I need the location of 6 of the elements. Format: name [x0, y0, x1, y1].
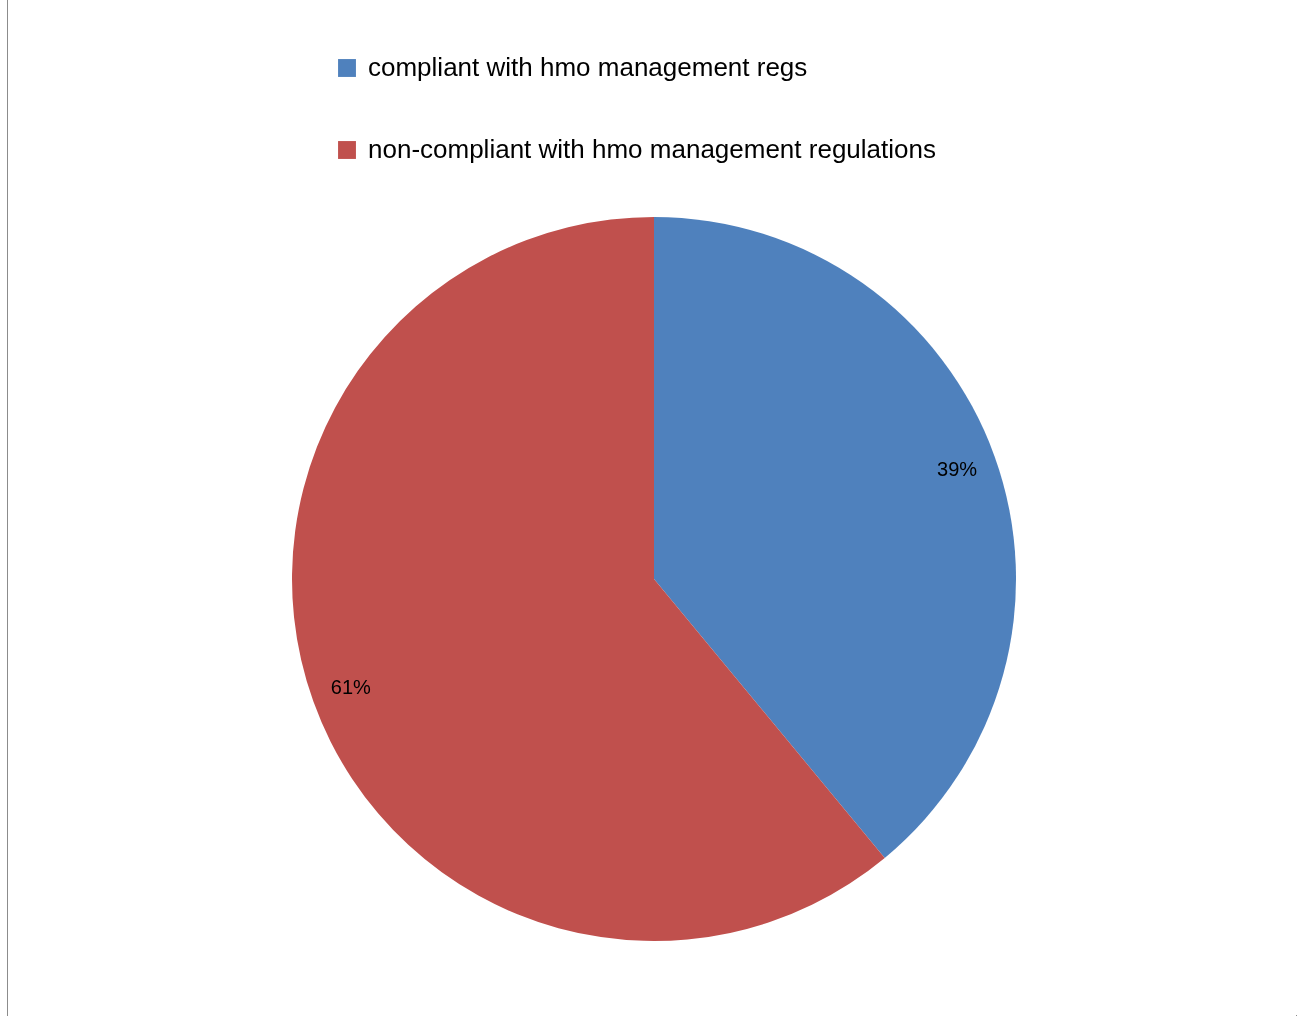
- legend-label: non-compliant with hmo management regulations: [368, 134, 936, 164]
- legend-label: compliant with hmo management regs: [368, 52, 808, 82]
- data-label: 61%: [330, 676, 372, 699]
- pie-slice: [292, 217, 885, 941]
- pie-slice: [654, 217, 1016, 858]
- data-label: 39%: [937, 457, 978, 480]
